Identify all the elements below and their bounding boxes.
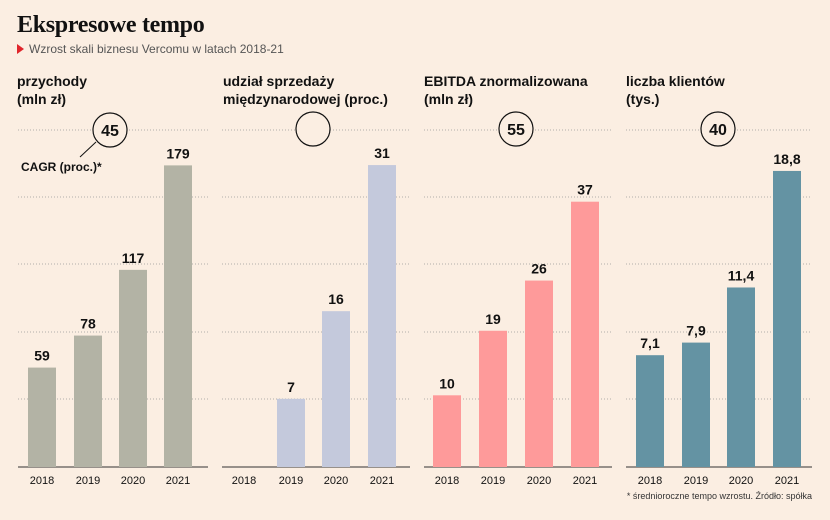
chart-panel-4: 7,1 2018 7,9 2019 11,4 2020 18,8 2021 40 xyxy=(626,111,812,487)
tick-label-2021: 2021 xyxy=(166,475,190,487)
panel-title-ebitda: EBITDA znormalizowana (mln zł) xyxy=(424,72,614,108)
tick-label-2019: 2019 xyxy=(76,475,100,487)
bar-2018 xyxy=(636,355,664,467)
bar-2018 xyxy=(433,395,461,467)
subtitle-text: Wzrost skali biznesu Vercomu w latach 20… xyxy=(29,42,284,56)
tick-label-2019: 2019 xyxy=(481,475,505,487)
bar-2019 xyxy=(479,330,507,467)
chart-panel-1: 59 2018 78 2019 117 2020 179 2021 45 xyxy=(18,112,208,487)
data-label-2018: 59 xyxy=(34,348,50,364)
data-label-2019: 78 xyxy=(80,316,96,332)
panel-title-clients: liczba klientów (tys.) xyxy=(626,72,816,108)
tick-label-2021: 2021 xyxy=(775,475,799,487)
data-label-2020: 11,4 xyxy=(728,267,755,283)
tick-label-2020: 2020 xyxy=(527,475,551,487)
chart-panel-3: 10 2018 19 2019 26 2020 37 2021 55 xyxy=(424,111,612,487)
tick-label-2018: 2018 xyxy=(30,475,54,487)
panel-title-text: EBITDA znormalizowana (mln zł) xyxy=(424,73,588,107)
tick-label-2019: 2019 xyxy=(684,475,708,487)
bar-2021 xyxy=(773,170,801,468)
cagr-value: 40 xyxy=(709,122,727,139)
data-label-2021: 37 xyxy=(577,182,593,198)
bar-2021 xyxy=(571,201,599,467)
bar-2021 xyxy=(368,165,396,467)
cagr-circle xyxy=(92,112,128,148)
cagr-circle xyxy=(498,111,534,147)
bar-2020 xyxy=(322,311,350,467)
cagr-value: 45 xyxy=(101,123,119,140)
panel-title-text: liczba klientów (tys.) xyxy=(626,73,725,107)
data-label-2018: 10 xyxy=(439,375,455,391)
data-label-2020: 117 xyxy=(122,250,145,266)
cagr-label: CAGR (proc.)* xyxy=(21,160,102,174)
tick-label-2020: 2020 xyxy=(121,475,145,487)
cagr-circle xyxy=(295,111,331,147)
bar-2018 xyxy=(28,367,56,467)
bar-2019 xyxy=(277,398,305,467)
tick-label-2018: 2018 xyxy=(232,475,256,487)
panel-title-text: udział sprzedaży międzynarodowej (proc.) xyxy=(223,73,388,107)
data-label-2020: 16 xyxy=(328,291,344,307)
data-label-2019: 7 xyxy=(287,379,295,395)
bar-2019 xyxy=(74,335,102,467)
page-title: Ekspresowe tempo xyxy=(17,12,205,38)
tick-label-2020: 2020 xyxy=(324,475,348,487)
cagr-value: 55 xyxy=(507,122,525,139)
tick-label-2018: 2018 xyxy=(638,475,662,487)
cagr-circle xyxy=(700,111,736,147)
data-label-2018: 7,1 xyxy=(640,335,660,351)
tick-label-2018: 2018 xyxy=(435,475,459,487)
footnote: * średnioroczne tempo wzrostu. Źródło: s… xyxy=(626,491,812,501)
tick-label-2019: 2019 xyxy=(279,475,303,487)
panel-title-international-share: udział sprzedaży międzynarodowej (proc.) xyxy=(223,72,413,108)
data-label-2021: 179 xyxy=(166,145,190,161)
bar-2020 xyxy=(119,269,147,467)
cagr-leader-line xyxy=(79,141,97,158)
data-label-2019: 19 xyxy=(485,311,501,327)
tick-label-2020: 2020 xyxy=(729,475,753,487)
panel-title-text: przychody (mln zł) xyxy=(17,73,88,107)
data-label-2019: 7,9 xyxy=(686,323,706,339)
tick-label-2021: 2021 xyxy=(370,475,394,487)
data-label-2020: 26 xyxy=(531,261,547,277)
panel-title-revenue: przychody (mln zł) xyxy=(17,72,207,108)
data-label-2021: 31 xyxy=(374,145,390,161)
chart-panel-2: 2018 7 2019 16 2020 31 2021 xyxy=(222,111,410,487)
bar-2019 xyxy=(682,342,710,467)
triangle-bullet-icon xyxy=(17,44,24,54)
data-label-2021: 18,8 xyxy=(773,151,800,167)
bar-2021 xyxy=(164,165,192,467)
bar-2020 xyxy=(727,287,755,467)
subtitle: Wzrost skali biznesu Vercomu w latach 20… xyxy=(17,42,284,56)
tick-label-2021: 2021 xyxy=(573,475,597,487)
bar-2020 xyxy=(525,280,553,467)
